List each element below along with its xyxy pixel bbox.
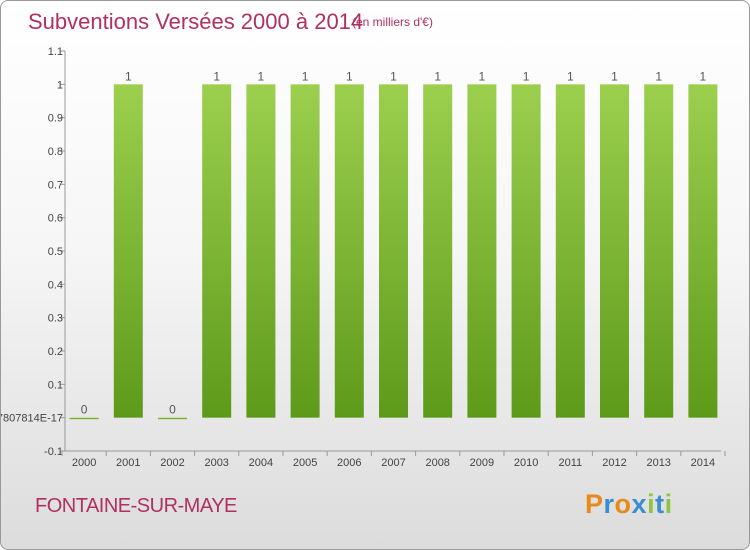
value-label: 0 xyxy=(169,403,176,417)
value-label: 1 xyxy=(390,69,397,83)
x-tick-label: 2013 xyxy=(646,457,670,469)
y-tick-label: 1.1 xyxy=(48,46,63,58)
logo-letter: x xyxy=(631,489,648,519)
logo-letter: P xyxy=(585,489,604,519)
value-label: 1 xyxy=(479,69,486,83)
y-tick-label: 0.4 xyxy=(48,279,63,291)
x-tick-label: 2011 xyxy=(558,457,582,469)
x-tick-label: 2002 xyxy=(160,457,184,469)
x-tick-label: 2005 xyxy=(293,457,317,469)
logo-letter: i xyxy=(647,489,656,519)
x-tick-label: 2000 xyxy=(72,457,96,469)
logo-letter: r xyxy=(603,489,615,519)
x-tick-label: 2006 xyxy=(337,457,361,469)
value-label: 1 xyxy=(125,69,132,83)
bar xyxy=(511,84,541,418)
value-label: 0 xyxy=(81,403,88,417)
proxiti-logo: Proxiti xyxy=(585,489,673,520)
y-tick-label: -0.1 xyxy=(44,446,63,458)
bar xyxy=(688,84,718,418)
value-label: 1 xyxy=(700,69,707,83)
logo-letter: t xyxy=(655,489,665,519)
logo-letter: o xyxy=(614,489,632,519)
value-label: 1 xyxy=(302,69,309,83)
bar xyxy=(555,84,585,418)
x-tick-label: 2009 xyxy=(470,457,494,469)
logo-letter: i xyxy=(664,489,673,519)
y-tick-label: 0.6 xyxy=(48,213,63,225)
bar xyxy=(290,84,320,418)
value-label: 1 xyxy=(611,69,618,83)
bar xyxy=(600,84,629,418)
y-tick-label: 0.7 xyxy=(48,179,63,191)
bar xyxy=(113,84,143,418)
y-tick-label: 0.1 xyxy=(48,379,63,391)
x-tick-label: 2007 xyxy=(381,457,405,469)
bar xyxy=(467,84,497,418)
y-tick-label: 0.2 xyxy=(48,346,63,358)
value-label: 1 xyxy=(655,69,662,83)
x-tick-label: 2012 xyxy=(602,457,626,469)
bar xyxy=(202,84,232,418)
y-tick-label: 1 xyxy=(57,79,63,91)
y-tick-label: 1.3877787807814E-17 xyxy=(1,413,63,425)
value-label: 1 xyxy=(258,69,265,83)
x-tick-label: 2010 xyxy=(514,457,538,469)
value-label: 1 xyxy=(523,69,530,83)
value-label: 1 xyxy=(434,69,441,83)
bar xyxy=(334,84,364,418)
y-tick-label: 0.9 xyxy=(48,113,63,125)
value-label: 1 xyxy=(213,69,220,83)
bar xyxy=(246,84,276,418)
y-tick-label: 0.3 xyxy=(48,313,63,325)
x-tick-label: 2001 xyxy=(116,457,140,469)
bar xyxy=(158,417,187,420)
bar xyxy=(69,417,99,420)
x-tick-label: 2008 xyxy=(425,457,449,469)
value-label: 1 xyxy=(346,69,353,83)
value-label: 1 xyxy=(567,69,574,83)
y-tick-label: 0.8 xyxy=(48,146,63,158)
bar xyxy=(379,84,408,418)
chart-title: Subventions Versées 2000 à 2014 xyxy=(28,9,364,34)
bar xyxy=(423,84,453,418)
commune-name: FONTAINE-SUR-MAYE xyxy=(35,495,237,517)
y-tick-label: 0.5 xyxy=(48,246,63,258)
bar xyxy=(644,84,674,418)
x-tick-label: 2014 xyxy=(691,457,715,469)
unit-note: (en milliers d'€) xyxy=(352,15,433,29)
x-tick-label: 2003 xyxy=(204,457,228,469)
x-tick-label: 2004 xyxy=(249,457,273,469)
